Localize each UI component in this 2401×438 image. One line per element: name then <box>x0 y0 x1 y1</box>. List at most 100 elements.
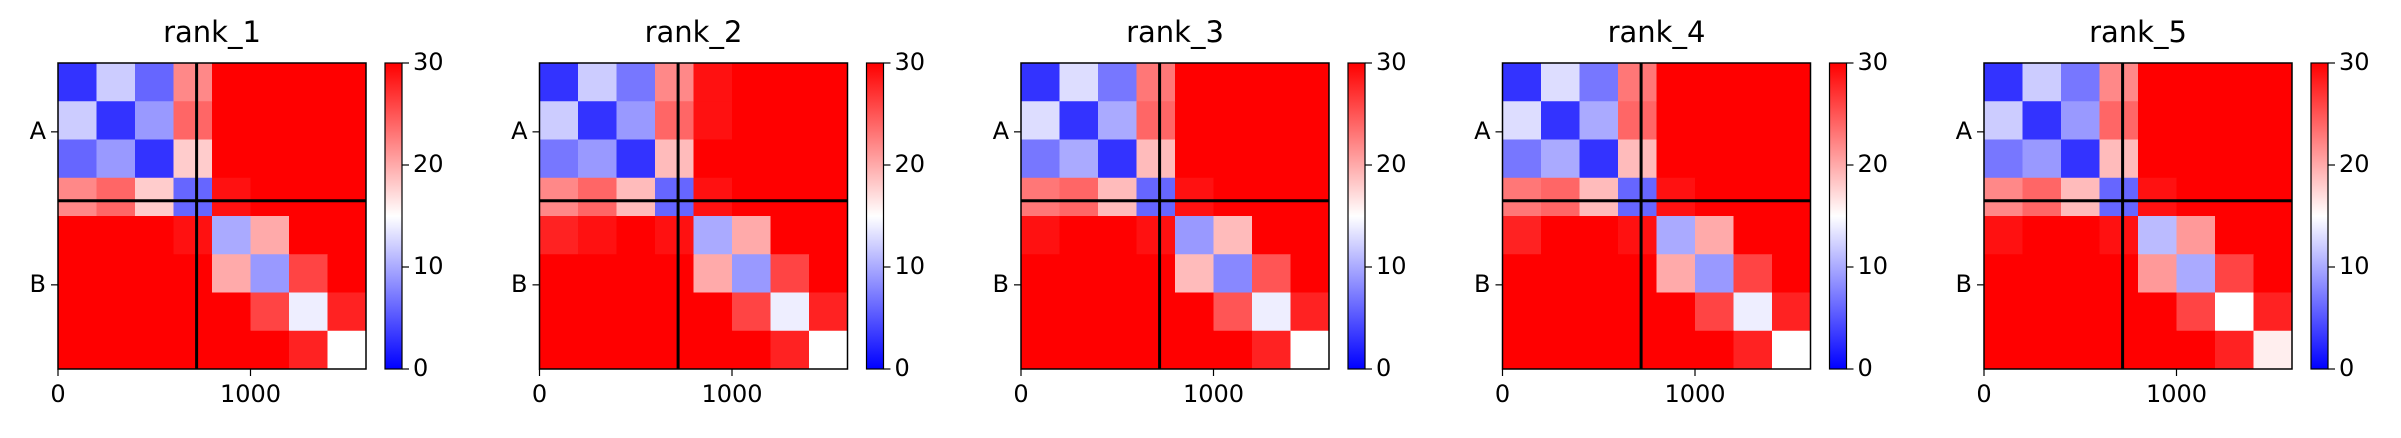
heatmap-cell <box>1502 330 1542 370</box>
heatmap-cell <box>2176 177 2216 217</box>
heatmap-cell <box>2022 254 2062 293</box>
colorbar-tick-label: 10 <box>413 252 444 280</box>
heatmap-cell <box>1695 63 1734 102</box>
heatmap-cell <box>1290 216 1330 255</box>
heatmap-cell <box>1733 254 1773 293</box>
heatmap-cell <box>2022 216 2062 255</box>
heatmap-cell <box>616 63 656 102</box>
heatmap-cell <box>1695 292 1734 332</box>
heatmap-cell <box>2022 177 2062 217</box>
heatmap-cell <box>1290 101 1330 140</box>
heatmap-cell <box>655 292 694 332</box>
heatmap-cell <box>732 101 771 140</box>
x-tick-label: 0 <box>1013 380 1028 408</box>
heatmap-cell <box>58 254 97 293</box>
heatmap-cell <box>1021 254 1060 293</box>
heatmap-cell <box>578 177 617 217</box>
heatmap-cell <box>655 254 694 293</box>
x-tick-label: 0 <box>1976 380 1991 408</box>
heatmap-cell <box>1252 216 1291 255</box>
heatmap-cell <box>1252 139 1291 179</box>
heatmap-cell <box>2253 330 2293 370</box>
heatmap-cell <box>327 63 367 102</box>
heatmap-cell <box>289 330 328 370</box>
heatmap-cell <box>2061 177 2100 217</box>
heatmap-cell <box>770 177 810 217</box>
heatmap-cell <box>1252 63 1291 102</box>
heatmap-cell <box>1098 254 1137 293</box>
heatmap-cell <box>2099 292 2139 332</box>
panel-title: rank_2 <box>645 15 743 49</box>
heatmap-cell <box>578 330 617 370</box>
heatmap-cell <box>1695 330 1734 370</box>
heatmap-cell <box>58 177 97 217</box>
heatmap-cell <box>250 254 290 293</box>
heatmap-cell <box>2176 139 2216 179</box>
heatmap-cell <box>809 63 848 102</box>
heatmap-cell <box>539 330 579 370</box>
heatmap-cell <box>1502 292 1542 332</box>
heatmap-cell <box>2061 254 2100 293</box>
heatmap-cell <box>1213 139 1253 179</box>
plot-frame <box>1983 62 2293 370</box>
heatmap-cell <box>1213 292 1253 332</box>
colorbar-tick-label: 30 <box>1376 48 1407 76</box>
heatmap-cell <box>1541 292 1580 332</box>
heatmap-cell <box>96 216 136 255</box>
panel: rank_2 0 1000 A B 0 10 20 30 <box>511 15 925 408</box>
heatmap-cell <box>693 101 733 140</box>
heatmap-cell <box>2099 177 2139 217</box>
y-tick-label: B <box>511 270 527 298</box>
heatmap-cell <box>135 139 174 179</box>
heatmap-cell <box>58 216 97 255</box>
heatmap-cell <box>250 330 290 370</box>
heatmap-cell <box>1733 177 1773 217</box>
heatmap-cell <box>2138 330 2177 370</box>
heatmap-cell <box>1541 63 1580 102</box>
heatmap-cell <box>1695 254 1734 293</box>
heatmap-cell <box>693 330 733 370</box>
heatmap-cell <box>1136 330 1176 370</box>
heatmap-cell <box>1984 292 2023 332</box>
heatmap-cell <box>212 101 251 140</box>
heatmap-cell <box>1252 292 1291 332</box>
heatmap-cell <box>1252 330 1291 370</box>
heatmap-cell <box>1541 330 1580 370</box>
heatmap-cell <box>212 292 251 332</box>
heatmap-cell <box>2253 292 2293 332</box>
colorbar-tick-label: 30 <box>2339 48 2370 76</box>
heatmap-cell <box>1502 216 1542 255</box>
heatmap-cell <box>289 139 328 179</box>
heatmap-cell <box>1059 139 1099 179</box>
heatmap-cell <box>289 216 328 255</box>
heatmap-cell <box>1021 177 1060 217</box>
heatmap-cell <box>289 101 328 140</box>
heatmap-cell <box>578 101 617 140</box>
colorbar-tick-label: 20 <box>2339 150 2370 178</box>
heatmap-cell <box>58 330 97 370</box>
colorbar <box>865 62 885 370</box>
heatmap-cell <box>2138 177 2177 217</box>
heatmap-cell <box>173 101 213 140</box>
heatmap-cell <box>655 63 694 102</box>
heatmap-cell <box>1733 216 1773 255</box>
heatmap-cell <box>2215 330 2254 370</box>
heatmap-cell <box>1059 101 1099 140</box>
heatmap-cell <box>2022 139 2062 179</box>
heatmap-cell <box>327 216 367 255</box>
heatmap-cell <box>578 139 617 179</box>
heatmap-cell <box>327 139 367 179</box>
heatmap-cell <box>1175 292 1214 332</box>
heatmap-cell <box>616 330 656 370</box>
colorbar <box>384 62 403 370</box>
heatmap-cell <box>1021 63 1060 102</box>
heatmap-cell <box>809 330 848 370</box>
heatmap-cell <box>1175 177 1214 217</box>
heatmap-cell <box>2138 63 2177 102</box>
heatmap-cell <box>809 254 848 293</box>
heatmap-cell <box>135 63 174 102</box>
heatmap-cell <box>173 139 213 179</box>
heatmap-cell <box>173 330 213 370</box>
heatmap-cell <box>1252 177 1291 217</box>
colorbar-tick-label: 30 <box>895 48 926 76</box>
